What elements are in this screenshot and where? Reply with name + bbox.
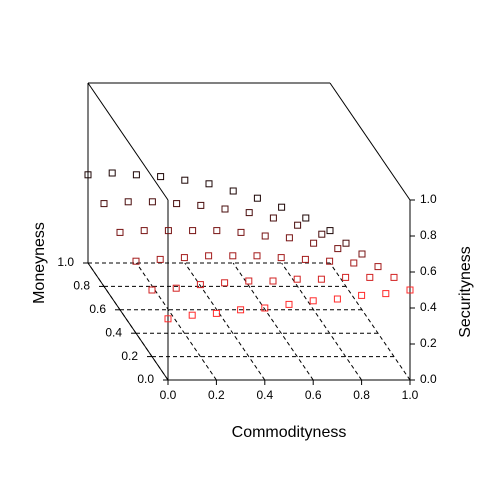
point [100,200,108,208]
point [221,205,229,213]
point [156,255,164,263]
point [278,203,286,211]
point [406,286,414,294]
point [157,173,165,181]
point [294,221,302,229]
y-tick-label: 0.4 [105,325,122,339]
point [148,286,156,294]
point [366,273,374,281]
x-tick-label: 0.6 [305,388,322,402]
point [358,291,366,299]
point [213,227,221,235]
point [261,232,269,240]
point [173,200,181,208]
point [269,277,277,285]
point [237,228,245,236]
point [301,255,309,263]
point [342,239,350,247]
point [285,234,293,242]
point [285,300,293,308]
x-tick-label: 1.0 [402,388,419,402]
point [197,201,205,209]
x-tick-label: 0.0 [160,388,177,402]
z-axis-title: Securityness [457,246,474,338]
point [293,275,301,283]
point [172,284,180,292]
grid-line [329,262,411,381]
point [229,252,237,260]
point [189,227,197,235]
grid-line [281,262,363,381]
point [269,214,277,222]
point [333,295,341,303]
z-tick-label: 0.4 [420,300,437,314]
box [87,82,411,381]
point [116,228,124,236]
point [382,290,390,298]
point [374,263,382,271]
grid-line [87,262,169,381]
z-tick-label: 0.8 [420,228,437,242]
point [212,309,220,317]
grid-line [184,262,266,381]
point [390,273,398,281]
grid-line [232,262,314,381]
point [310,239,318,247]
point [132,171,140,179]
point [229,187,237,195]
point [326,257,334,265]
point [237,306,245,314]
y-tick-label: 0.2 [121,349,138,363]
point [84,171,92,179]
x-tick-label: 0.2 [208,388,225,402]
point [108,169,116,177]
point [342,273,350,281]
point [309,297,317,305]
z-tick-label: 0.2 [420,336,437,350]
box-edge [87,82,169,201]
point [253,194,261,202]
y-tick-label: 0.8 [73,279,90,293]
point [277,254,285,262]
point [205,252,213,260]
y-axis-title: Moneyness [31,222,48,304]
x-axis-title: Commodityness [232,424,347,441]
y-tick-label: 0.0 [137,372,154,386]
point [245,277,253,285]
point [124,198,132,206]
point [132,257,140,265]
point [358,250,366,258]
point [334,245,342,253]
point [317,275,325,283]
z-tick-label: 0.0 [420,372,437,386]
point [140,227,148,235]
point [148,198,156,206]
y-tick-label: 0.6 [89,302,106,316]
point [326,227,334,235]
point [164,315,172,323]
x-tick-label: 0.4 [256,388,273,402]
point [221,279,229,287]
z-tick-label: 0.6 [420,264,437,278]
box-edge [329,82,411,201]
point [164,227,172,235]
y-tick-label: 1.0 [57,255,74,269]
point [196,281,204,289]
z-tick-label: 1.0 [420,192,437,206]
point [188,311,196,319]
point [318,230,326,238]
point [302,214,310,222]
point [181,176,189,184]
point [180,254,188,262]
x-tick-label: 0.8 [353,388,370,402]
point [245,209,253,217]
grid-line [135,262,217,381]
point [350,259,358,267]
point [205,180,213,188]
point [253,252,261,260]
point [261,304,269,312]
